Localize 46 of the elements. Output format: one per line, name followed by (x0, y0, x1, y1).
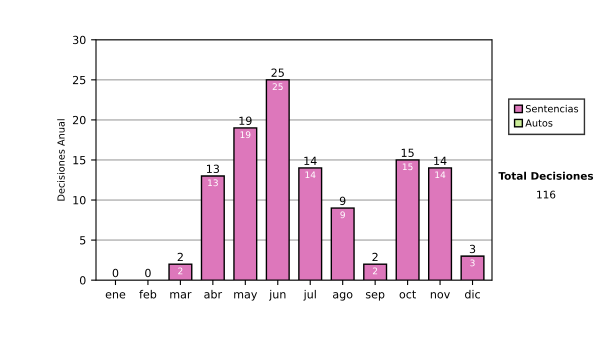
total-label: 19 (239, 116, 252, 125)
x-tick-label: jul (303, 290, 316, 301)
total-label: 13 (207, 164, 220, 174)
x-tick-label: nov (430, 292, 450, 298)
data-label: 19 (240, 131, 250, 138)
total-label: 14 (304, 156, 317, 165)
y-tick-label: 5 (80, 236, 86, 244)
y-tick-label: 20 (72, 116, 86, 124)
legend-label: Sentencias (526, 104, 578, 112)
x-tick-label: ago (333, 292, 352, 301)
total-label: 14 (434, 156, 447, 165)
y-tick-label: 0 (80, 276, 86, 285)
total-label: 0 (112, 268, 118, 278)
data-label: 9 (340, 211, 345, 218)
data-label: 14 (435, 171, 446, 178)
x-tick-label: oct (400, 290, 416, 298)
total-label: 0 (145, 268, 151, 278)
data-label: 2 (372, 268, 378, 274)
data-label: 2 (178, 268, 182, 274)
x-tick-label: may (234, 292, 258, 301)
y-tick-label: 25 (72, 76, 86, 84)
x-tick-label: abr (204, 290, 222, 298)
x-tick-label: sep (366, 292, 384, 301)
total-label: 25 (272, 68, 284, 77)
text: 116 (537, 190, 556, 199)
data-label: 25 (272, 83, 283, 90)
x-tick-label: ene (106, 292, 126, 298)
total-label: 2 (372, 252, 378, 262)
x-tick-label: jun (268, 290, 286, 301)
y-tick-label: 15 (73, 156, 86, 164)
data-label: 13 (208, 179, 218, 186)
y-tick-label: 10 (73, 196, 86, 204)
data-label: 14 (305, 171, 316, 178)
x-tick-label: feb (139, 290, 156, 298)
total-label: 3 (470, 244, 476, 254)
text: Total Decisiones (498, 172, 594, 180)
y-axis-title: Decisiones Anual (57, 119, 65, 201)
total-label: 2 (178, 252, 183, 262)
data-label: 3 (470, 259, 475, 266)
data-label: 15 (402, 163, 413, 170)
legend-label: Autos (525, 119, 552, 127)
x-tick-label: mar (170, 292, 192, 298)
total-label: 9 (340, 196, 346, 206)
x-tick-label: dic (465, 290, 480, 298)
total-label: 15 (402, 148, 414, 158)
y-tick-label: 30 (72, 36, 86, 44)
